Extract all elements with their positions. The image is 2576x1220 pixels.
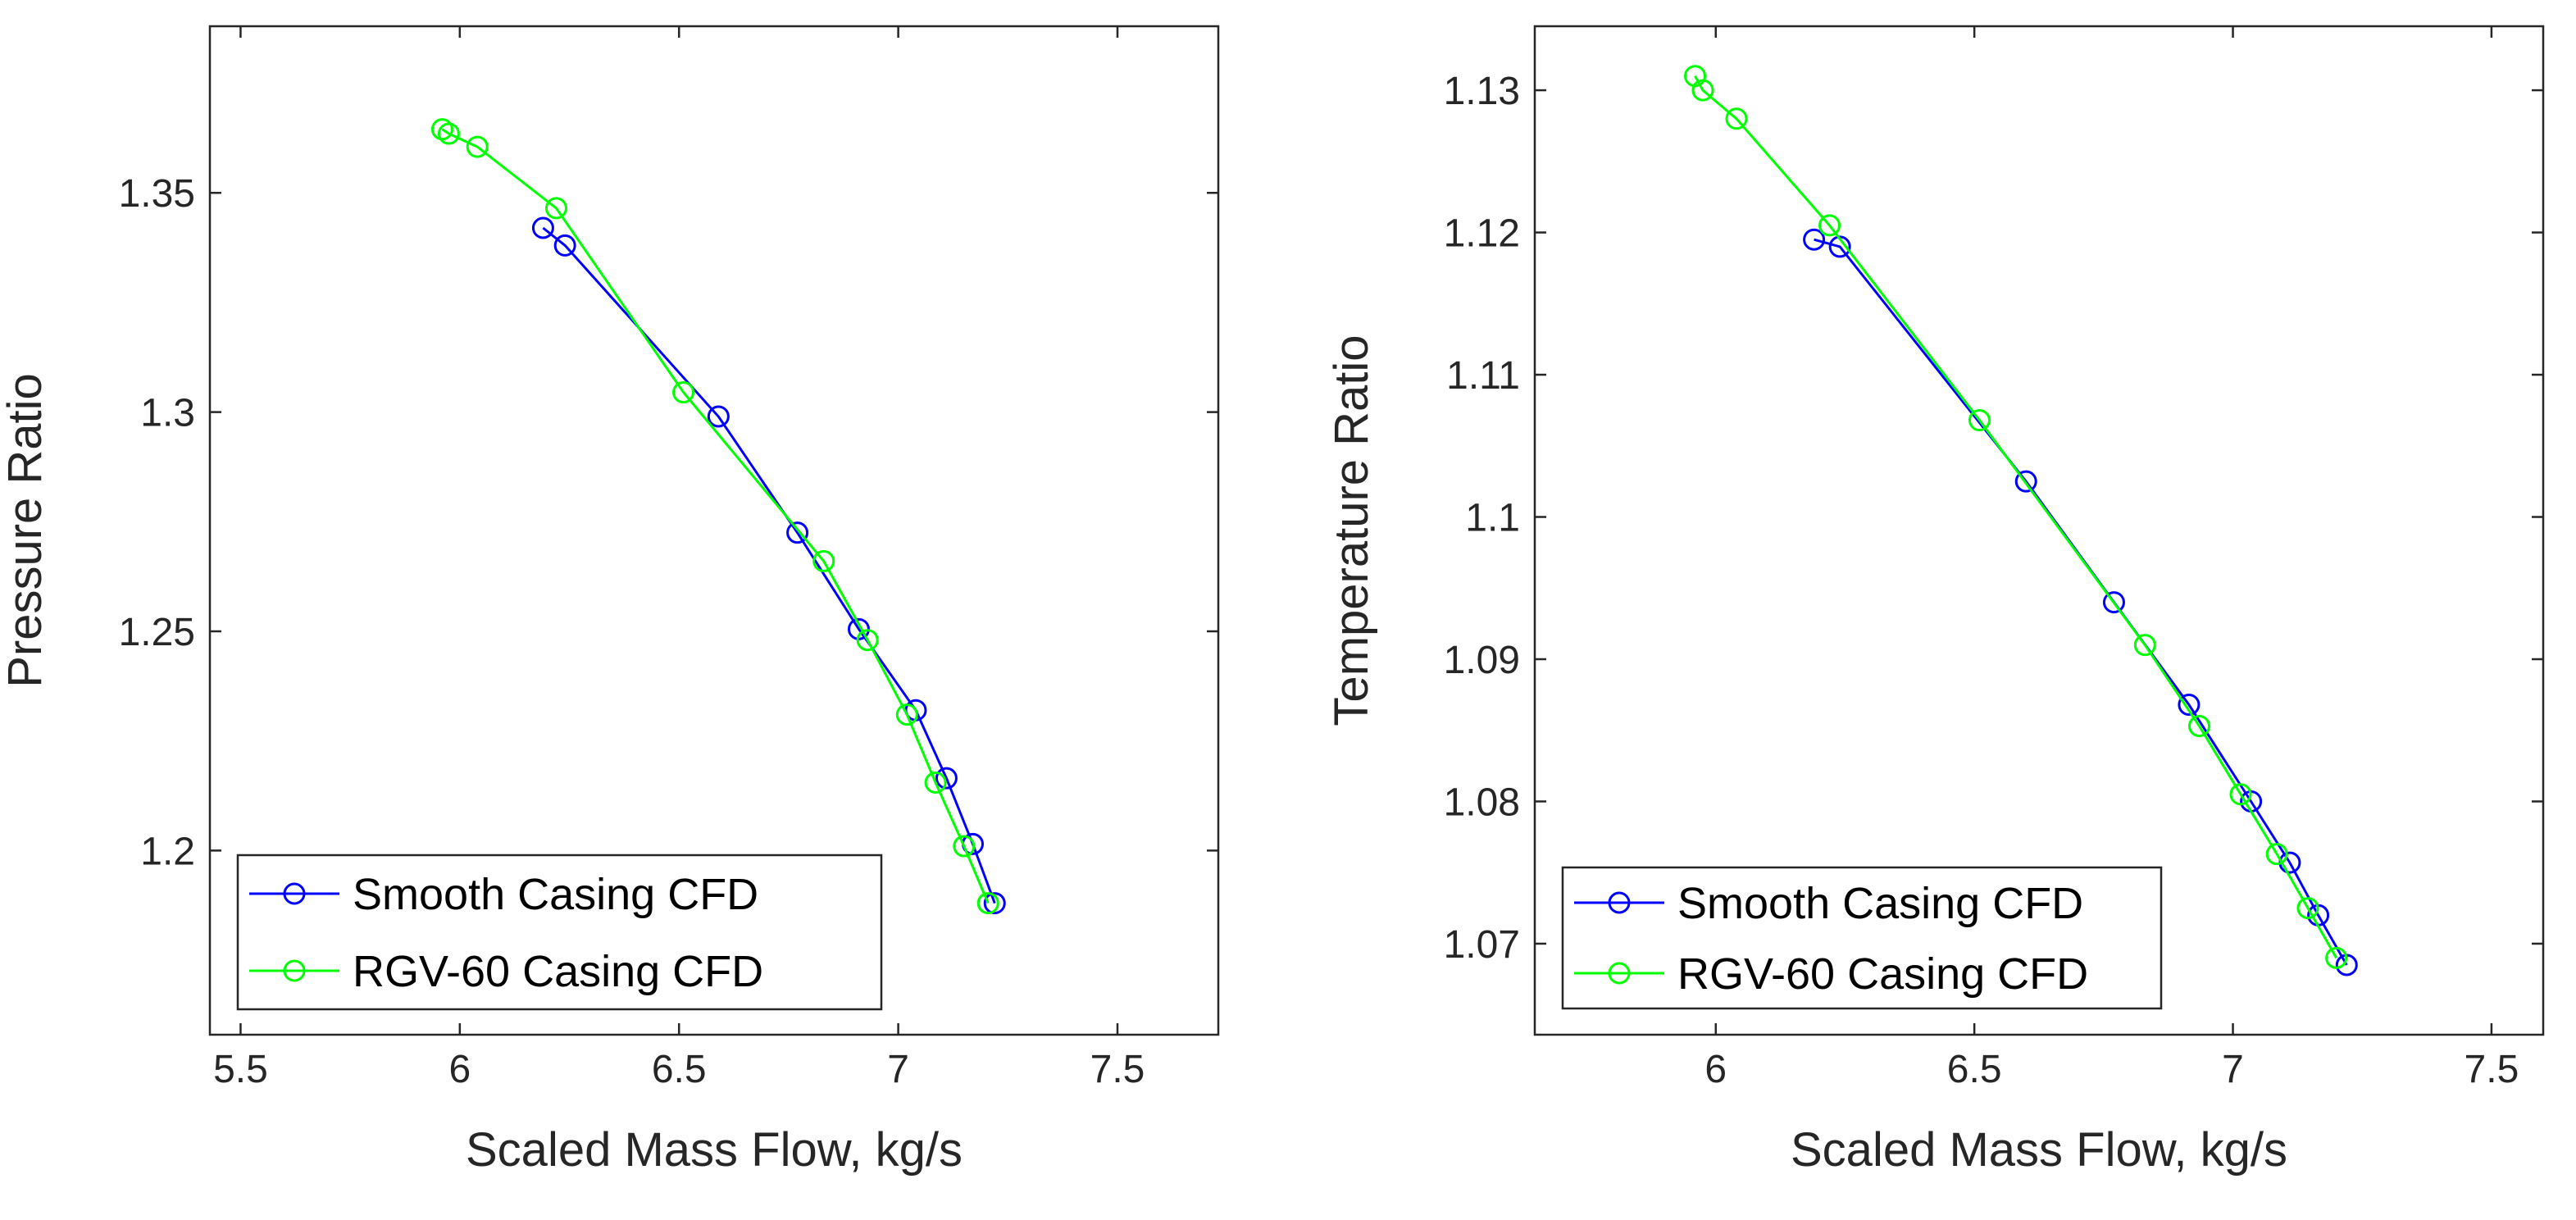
pressure-ratio-x-tick-label: 7: [887, 1048, 909, 1091]
temperature-ratio-y-axis-label: Temperature Ratio: [1325, 335, 1378, 726]
temperature-ratio-y-tick-label: 1.08: [1444, 781, 1520, 824]
temperature-ratio-rgv60-casing-point: [1725, 107, 1748, 130]
pressure-ratio-rgv60-casing-point: [895, 703, 918, 726]
pressure-ratio-rgv60-casing-point: [812, 549, 835, 572]
pressure-ratio-legend-rgv60-casing-marker: [283, 959, 306, 982]
pressure-ratio-rgv60-casing-point: [924, 772, 947, 794]
pressure-ratio-y-tick-label: 1.25: [119, 611, 195, 654]
temperature-ratio-smooth-casing-point: [2014, 470, 2037, 493]
temperature-ratio-smooth-casing-point: [1803, 228, 1826, 251]
temperature-ratio-rgv60-casing-point: [1691, 79, 1714, 102]
pressure-ratio-x-tick-label: 6: [448, 1048, 471, 1091]
pressure-ratio-x-tick-label: 7.5: [1090, 1048, 1145, 1091]
temperature-ratio-rgv60-casing-point: [2188, 715, 2211, 738]
temperature-ratio-x-tick-label: 7: [2222, 1048, 2244, 1091]
pressure-ratio-smooth-casing-point: [553, 234, 576, 257]
temperature-ratio-x-tick-label: 7.5: [2464, 1048, 2519, 1091]
pressure-ratio-rgv60-casing-point: [672, 381, 695, 404]
temperature-ratio-rgv60-casing-point: [2265, 843, 2288, 866]
temperature-ratio-y-tick-label: 1.13: [1444, 70, 1520, 113]
pressure-ratio-legend-rgv60-casing-label: RGV-60 Casing CFD: [353, 947, 763, 996]
temperature-ratio-rgv60-casing-point: [2133, 634, 2156, 657]
pressure-ratio-smooth-casing-point: [983, 892, 1006, 915]
pressure-ratio-rgv60-casing-point: [856, 629, 879, 652]
temperature-ratio-legend-box: [1561, 866, 2163, 1010]
pressure-ratio-x-tick-label: 6.5: [652, 1048, 707, 1091]
temperature-ratio-smooth-casing-point: [2178, 694, 2201, 717]
pressure-ratio-legend-smooth-casing-label: Smooth Casing CFD: [353, 870, 758, 919]
pressure-ratio-y-axis-label: Pressure Ratio: [0, 373, 52, 688]
pressure-ratio-y-tick-label: 1.2: [140, 830, 195, 873]
temperature-ratio-smooth-casing-point: [2102, 591, 2125, 614]
temperature-ratio-chart: 6 6.5 7 7.5 1.07 1.08 1.09 1.1 1.11 1.12 1.13 Scale…: [1325, 25, 2545, 1177]
temperature-ratio-legend-rgv60-casing-label: RGV-60 Casing CFD: [1677, 949, 2088, 999]
temperature-ratio-legend-rgv60-casing-marker: [1608, 962, 1631, 985]
pressure-ratio-smooth-casing-point: [707, 405, 730, 428]
pressure-ratio-rgv60-casing-point: [430, 118, 453, 141]
pressure-ratio-legend-smooth-casing-marker: [283, 882, 306, 905]
temperature-ratio-y-tick-label: 1.09: [1444, 639, 1520, 682]
pressure-ratio-rgv60-casing-point: [976, 892, 999, 915]
pressure-ratio-y-tick-label: 1.3: [140, 392, 195, 435]
temperature-ratio-rgv60-casing-point: [1818, 214, 1841, 237]
pressure-ratio-y-tick-label: 1.35: [119, 172, 195, 216]
temperature-ratio-rgv60-casing-point: [2325, 946, 2348, 969]
temperature-ratio-rgv60-casing-point: [2229, 783, 2252, 806]
pressure-ratio-x-axis-label: Scaled Mass Flow, kg/s: [466, 1123, 963, 1177]
temperature-ratio-rgv60-casing-line: [1694, 75, 2338, 959]
pressure-ratio-x-tick-label: 5.5: [213, 1048, 268, 1091]
pressure-ratio-legend-box: [236, 854, 883, 1011]
pressure-ratio-smooth-casing-line: [542, 226, 996, 904]
temperature-ratio-y-tick-label: 1.07: [1444, 923, 1520, 967]
temperature-ratio-x-axis-label: Scaled Mass Flow, kg/s: [1791, 1123, 2287, 1177]
pressure-ratio-rgv60-casing-point: [953, 835, 976, 858]
pressure-ratio-rgv60-casing-point: [466, 135, 489, 158]
temperature-ratio-x-tick-label: 6.5: [1947, 1048, 2002, 1091]
temperature-ratio-legend-smooth-casing-label: Smooth Casing CFD: [1677, 879, 2083, 928]
pressure-ratio-smooth-casing-point: [935, 767, 958, 790]
pressure-ratio-rgv60-casing-point: [544, 197, 567, 220]
temperature-ratio-y-tick-label: 1.1: [1465, 497, 1520, 540]
pressure-ratio-smooth-casing-point: [786, 521, 809, 544]
temperature-ratio-y-tick-label: 1.12: [1444, 212, 1520, 256]
pressure-ratio-smooth-casing-point: [531, 216, 554, 239]
pressure-ratio-rgv60-casing-point: [437, 122, 460, 145]
pressure-ratio-chart: 5.5 6 6.5 7 7.5 1.2 1.25 1.3 1.35 Scaled Mass Flo…: [0, 25, 1220, 1177]
temperature-ratio-y-tick-label: 1.11: [1446, 354, 1520, 398]
temperature-ratio-rgv60-casing-point: [2296, 897, 2319, 920]
temperature-ratio-x-tick-label: 6: [1704, 1048, 1727, 1091]
temperature-ratio-legend-smooth-casing-marker: [1608, 891, 1631, 914]
temperature-ratio-rgv60-casing-point: [1968, 409, 1991, 432]
